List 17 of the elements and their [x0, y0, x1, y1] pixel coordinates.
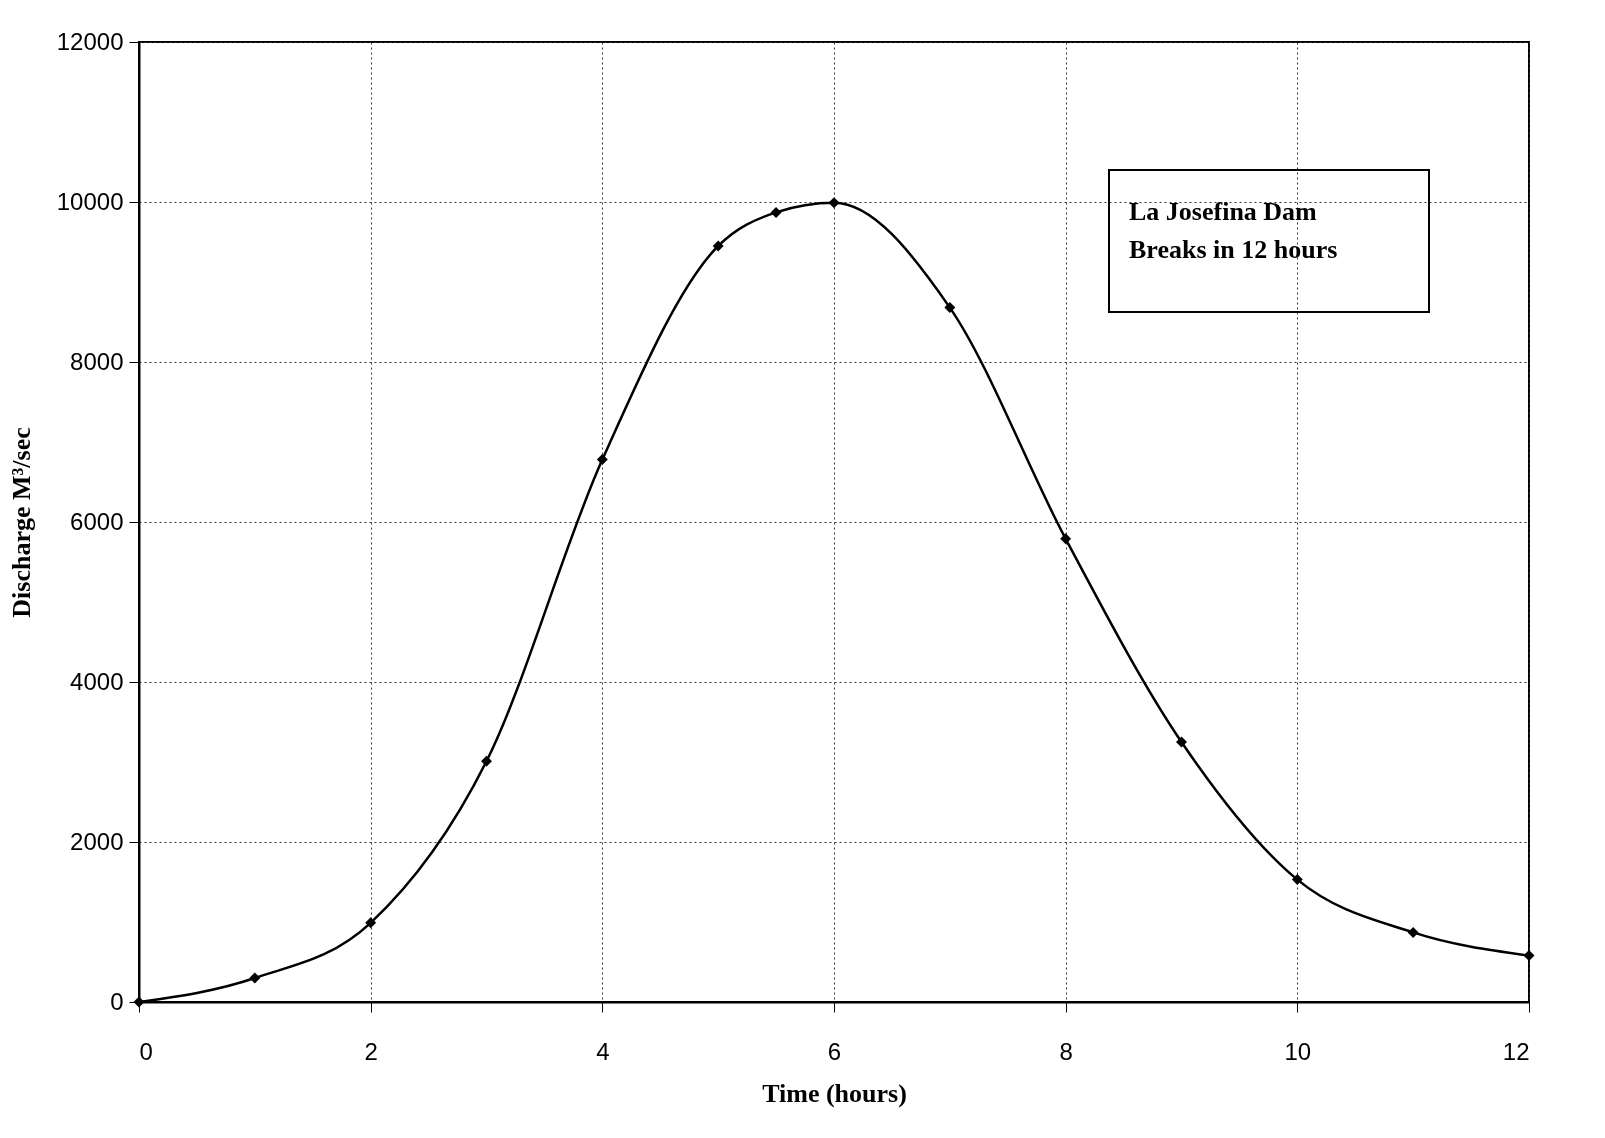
x-tick-label: 4 — [596, 1037, 610, 1065]
y-axis-title: Discharge M³/sec — [6, 427, 36, 618]
y-tick-label: 4000 — [70, 667, 124, 695]
y-tick-label: 8000 — [70, 347, 124, 375]
annotation: La Josefina Dam Breaks in 12 hours — [1129, 197, 1338, 264]
x-tick-label: 6 — [827, 1037, 842, 1065]
y-tick-label: 10000 — [56, 187, 124, 215]
x-tick-label: 8 — [1059, 1037, 1073, 1065]
y-tick-label: 2000 — [70, 827, 124, 855]
x-tick-label: 0 — [139, 1037, 153, 1065]
x-tick-label: 2 — [364, 1037, 378, 1065]
x-tick-label: 12 — [1502, 1037, 1530, 1065]
y-tick-label: 6000 — [70, 507, 124, 535]
x-tick-label: 10 — [1284, 1037, 1312, 1065]
y-tick-label: 0 — [110, 987, 124, 1015]
y-tick-label: 12000 — [56, 27, 124, 55]
x-axis-title: Time (hours) — [762, 1078, 907, 1108]
